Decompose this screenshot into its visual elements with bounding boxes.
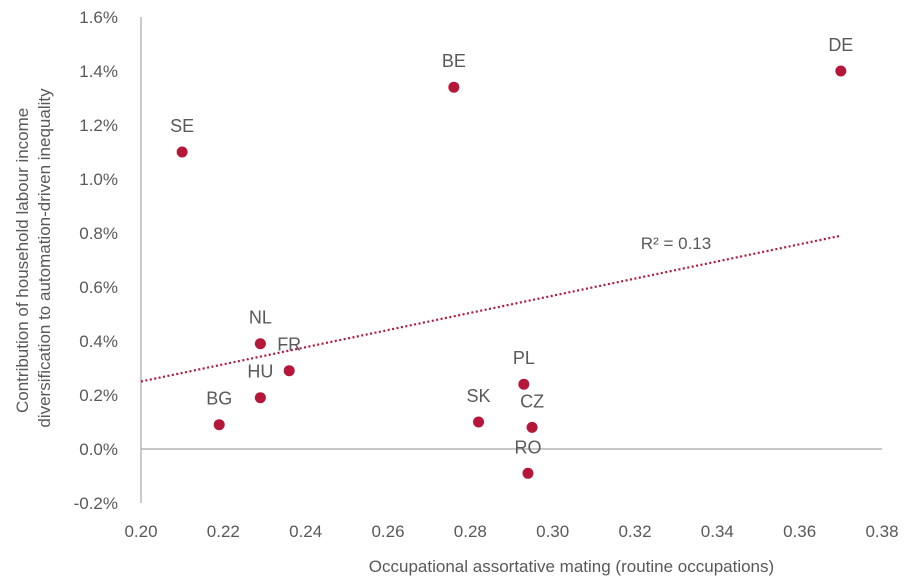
trendline-group <box>140 234 842 383</box>
data-point-be <box>448 81 460 93</box>
trendline <box>140 234 842 383</box>
x-tick-label: 0.28 <box>454 522 487 541</box>
point-label-fr: FR <box>277 335 301 355</box>
data-point-sk <box>473 416 485 428</box>
y-tick-label: 1.4% <box>79 62 118 81</box>
point-label-hu: HU <box>247 362 273 382</box>
y-tick-label: 1.2% <box>79 116 118 135</box>
axes <box>140 17 882 503</box>
point-label-sk: SK <box>467 386 491 406</box>
y-tick-label: 1.6% <box>79 8 118 27</box>
data-point-pl <box>518 378 530 390</box>
point-label-pl: PL <box>513 348 535 368</box>
y-tick-label: 1.0% <box>79 170 118 189</box>
x-tick-label: 0.26 <box>371 522 404 541</box>
y-tick-label: 0.0% <box>79 440 118 459</box>
data-point-ro <box>522 467 534 479</box>
x-tick-label: 0.20 <box>124 522 157 541</box>
r-squared-annotation: R² = 0.13 <box>641 234 711 253</box>
x-tick-label: 0.34 <box>701 522 734 541</box>
data-point-de <box>835 65 847 77</box>
y-tick-label: 0.6% <box>79 278 118 297</box>
x-tick-labels: 0.20 0.22 0.24 0.26 0.28 0.30 0.32 0.34 0.36 0.38 <box>124 522 898 541</box>
data-point-nl <box>254 338 266 350</box>
y-tick-label: 0.2% <box>79 386 118 405</box>
y-axis-title: Contribution of household labour income … <box>13 88 54 428</box>
x-tick-label: 0.22 <box>207 522 240 541</box>
data-point-cz <box>526 421 538 433</box>
y-tick-label: -0.2% <box>74 494 118 513</box>
point-label-be: BE <box>442 51 466 71</box>
point-label-nl: NL <box>249 308 272 328</box>
y-tick-labels: -0.2% 0.0% 0.2% 0.4% 0.6% 0.8% 1.0% 1.2% 1.4% 1.6… <box>74 8 118 513</box>
point-label-cz: CZ <box>520 391 544 411</box>
x-tick-label: 0.36 <box>783 522 816 541</box>
y-axis-title-line-1: Contribution of household labour income <box>13 108 32 413</box>
y-tick-label: 0.8% <box>79 224 118 243</box>
x-tick-label: 0.38 <box>865 522 898 541</box>
data-points <box>176 65 847 479</box>
point-label-de: DE <box>828 35 853 55</box>
data-point-se <box>176 146 188 158</box>
data-point-fr <box>283 365 295 377</box>
x-tick-label: 0.24 <box>289 522 322 541</box>
y-axis-title-line-2: diversification to automation-driven ine… <box>35 88 54 428</box>
point-label-ro: RO <box>514 437 541 457</box>
point-label-bg: BG <box>206 389 232 409</box>
y-tick-label: 0.4% <box>79 332 118 351</box>
x-tick-label: 0.30 <box>536 522 569 541</box>
x-tick-label: 0.32 <box>618 522 651 541</box>
data-point-bg <box>213 419 225 431</box>
point-label-se: SE <box>170 116 194 136</box>
data-point-hu <box>254 392 266 404</box>
x-axis-title: Occupational assortative mating (routine… <box>369 557 774 576</box>
